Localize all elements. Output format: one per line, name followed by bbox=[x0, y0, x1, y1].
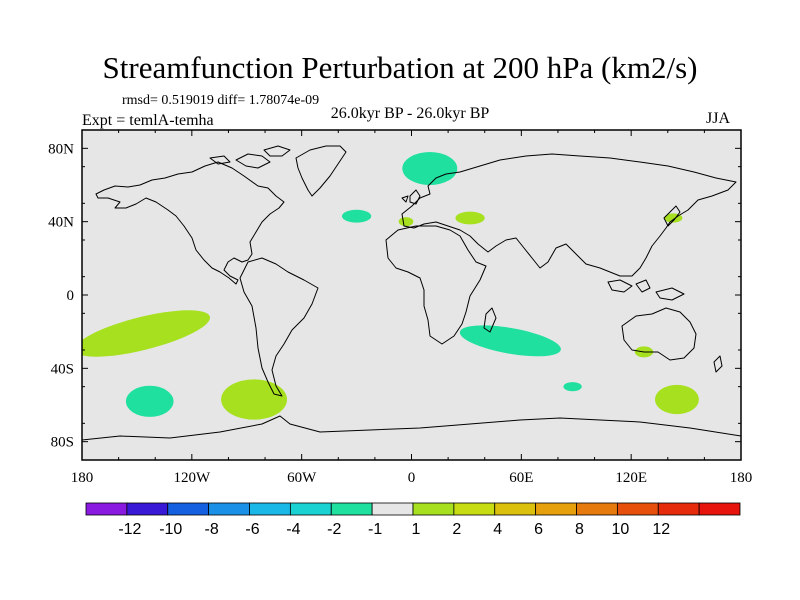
x-tick-label-7: 180 bbox=[730, 470, 753, 486]
x-tick-label-3: 60W bbox=[287, 470, 317, 486]
colorbar-label-13: 10 bbox=[611, 521, 629, 538]
colorbar-label-8: 1 bbox=[412, 521, 421, 538]
colorbar-label-10: 4 bbox=[493, 521, 502, 538]
colorbar-swatch-12 bbox=[535, 502, 577, 516]
anomaly-region-11 bbox=[563, 382, 582, 392]
anomaly-region-6 bbox=[82, 310, 211, 357]
colorbar-label-5: -4 bbox=[286, 521, 300, 538]
colorbar-label-7: -1 bbox=[368, 521, 382, 538]
colorbar-label-11: 6 bbox=[534, 521, 543, 538]
colorbar-label-14: 12 bbox=[652, 521, 670, 538]
x-tick-label-4: 0 bbox=[408, 470, 416, 486]
x-tick-label-5: 60E bbox=[509, 470, 533, 486]
experiment-text: Expt = temlA-temha bbox=[82, 112, 214, 129]
colorbar-swatch-10 bbox=[453, 502, 496, 516]
y-tick-label-5: 80S bbox=[51, 435, 74, 451]
anomaly-region-1 bbox=[402, 152, 458, 185]
colorbar-swatch-7 bbox=[330, 502, 373, 516]
map-background bbox=[82, 130, 741, 460]
colorbar-swatch-2 bbox=[126, 502, 169, 516]
anomaly-region-9 bbox=[125, 385, 174, 417]
colorbar-swatch-11 bbox=[494, 502, 537, 516]
anomaly-region-12 bbox=[654, 384, 699, 415]
period-text: 26.0kyr BP - 26.0kyr BP bbox=[330, 105, 490, 122]
anomaly-region-7 bbox=[459, 325, 561, 357]
colorbar-swatch-3 bbox=[167, 502, 210, 516]
colorbar-label-2: -10 bbox=[159, 521, 182, 538]
colorbar-swatch-16 bbox=[698, 502, 741, 516]
coastlines bbox=[82, 145, 741, 441]
colorbar-label-3: -8 bbox=[205, 521, 219, 538]
colorbar-swatch-15 bbox=[657, 502, 700, 516]
season-text: JJA bbox=[706, 110, 731, 127]
anomaly-region-2 bbox=[341, 209, 372, 223]
stats-text: rmsd= 0.519019 diff= 1.78074e-09 bbox=[122, 93, 320, 108]
colorbar-label-9: 2 bbox=[452, 521, 461, 538]
colorbar-swatch-14 bbox=[616, 502, 659, 516]
colorbar-swatch-5 bbox=[249, 502, 291, 516]
x-tick-label-1: 180 bbox=[71, 470, 94, 486]
colorbar-swatch-9 bbox=[412, 502, 455, 516]
colorbar-label-1: -12 bbox=[118, 521, 141, 538]
chart-title: Streamfunction Perturbation at 200 hPa (… bbox=[102, 50, 698, 85]
y-tick-label-4: 40S bbox=[51, 361, 74, 377]
colorbar-swatch-8 bbox=[371, 502, 414, 516]
anomaly-region-4 bbox=[455, 211, 485, 225]
colorbar-swatch-1 bbox=[85, 502, 128, 516]
anomaly-region-3 bbox=[398, 217, 414, 227]
colorbar-label-12: 8 bbox=[575, 521, 584, 538]
y-tick-label-2: 40N bbox=[48, 215, 74, 231]
y-tick-label-1: 80N bbox=[48, 141, 74, 157]
colorbar-label-4: -6 bbox=[245, 521, 259, 538]
anomaly-region-10 bbox=[221, 379, 288, 420]
colorbar-label-6: -2 bbox=[327, 521, 341, 538]
x-tick-label-6: 120E bbox=[615, 470, 647, 486]
colorbar-swatch-13 bbox=[576, 502, 618, 516]
y-tick-label-3: 0 bbox=[67, 288, 75, 304]
colorbar-swatch-6 bbox=[289, 502, 332, 516]
x-tick-label-2: 120W bbox=[173, 470, 211, 486]
colorbar-swatch-4 bbox=[208, 502, 250, 516]
